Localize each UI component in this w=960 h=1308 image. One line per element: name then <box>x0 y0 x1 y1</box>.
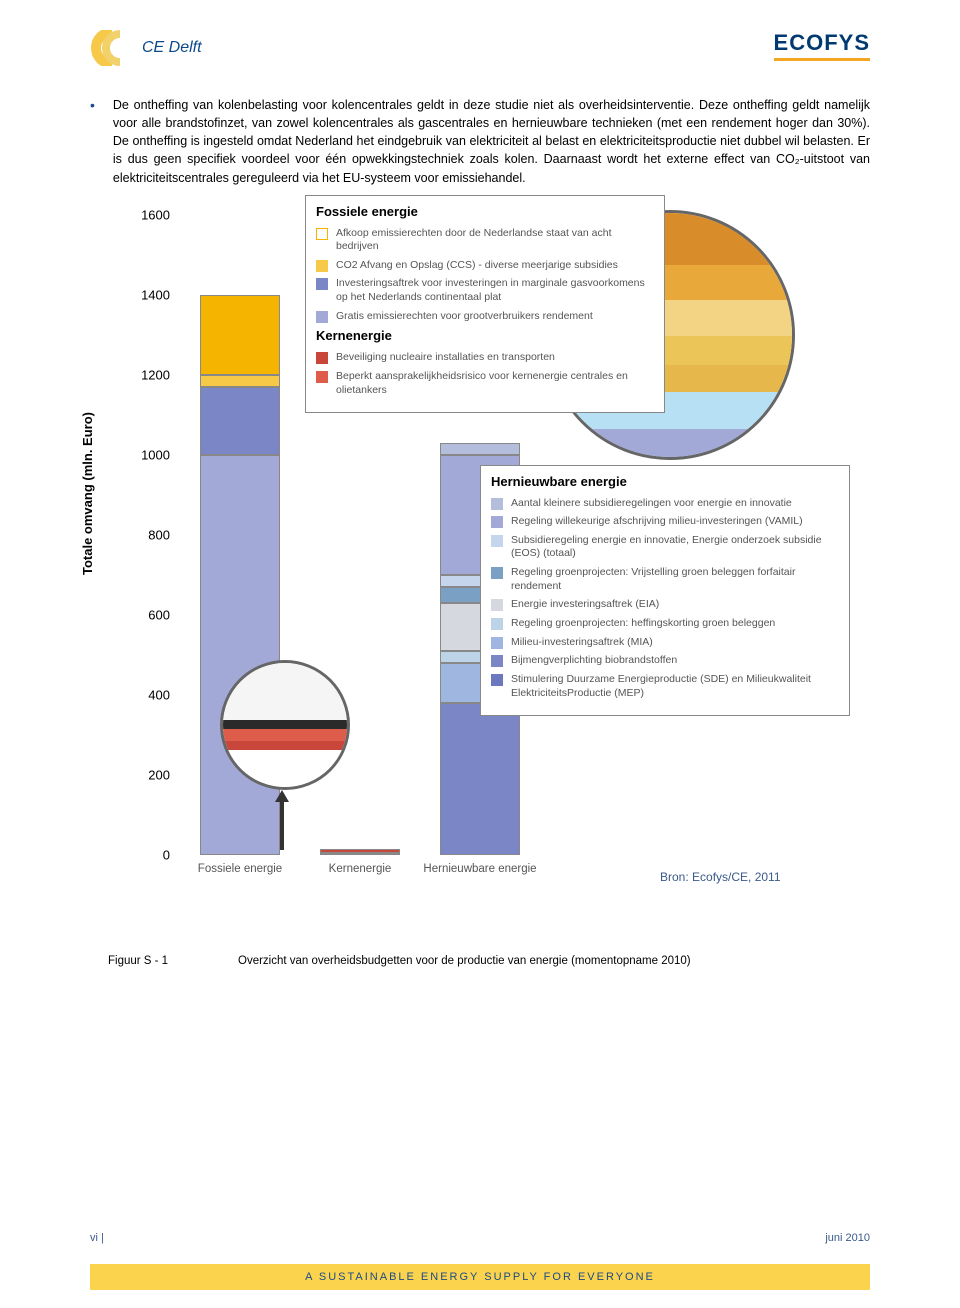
legend-text: Aantal kleinere subsidieregelingen voor … <box>511 497 792 511</box>
legend-swatch <box>316 311 328 323</box>
chart: Totale omvang (mln. Euro) 02004006008001… <box>100 215 860 935</box>
legend-item: Regeling willekeurige afschrijving milie… <box>491 515 839 529</box>
legend-item: Regeling groenprojecten: heffingskorting… <box>491 617 839 631</box>
body-paragraph: De ontheffing van kolenbelasting voor ko… <box>113 96 870 187</box>
legend-item: Investeringsaftrek voor investeringen in… <box>316 277 654 304</box>
legend-item: Afkoop emissierechten door de Nederlands… <box>316 227 654 254</box>
bar-segment <box>440 443 520 455</box>
magnifier-small <box>220 660 350 790</box>
y-tick: 200 <box>130 767 170 782</box>
bar-segment <box>200 295 280 375</box>
legend-swatch <box>316 352 328 364</box>
legend-text: Stimulering Duurzame Energieproductie (S… <box>511 673 839 700</box>
header-logos: CE Delft ECOFYS <box>90 30 870 66</box>
legend-title: Kernenergie <box>316 328 654 345</box>
legend-swatch <box>491 498 503 510</box>
bar-segment <box>200 375 280 387</box>
bullet-icon: • <box>90 98 95 187</box>
legend-swatch <box>491 535 503 547</box>
legend-swatch <box>316 260 328 272</box>
y-tick: 1000 <box>130 447 170 462</box>
caption-text: Overzicht van overheidsbudgetten voor de… <box>238 955 870 967</box>
y-tick: 600 <box>130 607 170 622</box>
legend-item: Aantal kleinere subsidieregelingen voor … <box>491 497 839 511</box>
legend-item: Beveiliging nucleaire installaties en tr… <box>316 351 654 365</box>
legend-item: CO2 Afvang en Opslag (CCS) - diverse mee… <box>316 259 654 273</box>
legend-text: Beperkt aansprakelijkheidsrisico voor ke… <box>336 370 654 397</box>
legend-swatch <box>491 637 503 649</box>
legend-swatch <box>316 371 328 383</box>
legend-text: Beveiliging nucleaire installaties en tr… <box>336 351 555 365</box>
y-tick: 0 <box>130 847 170 862</box>
footer-meta: vi | juni 2010 <box>90 1232 870 1244</box>
x-label: Kernenergie <box>300 863 420 875</box>
x-label: Fossiele energie <box>180 863 300 875</box>
legend-text: Milieu-investeringsaftrek (MIA) <box>511 636 653 650</box>
legend-swatch <box>491 655 503 667</box>
legend-swatch <box>491 674 503 686</box>
bar <box>320 849 400 855</box>
legend-text: Afkoop emissierechten door de Nederlands… <box>336 227 654 254</box>
body-paragraph-row: • De ontheffing van kolenbelasting voor … <box>90 96 870 187</box>
legend-renewable: Hernieuwbare energie Aantal kleinere subs… <box>480 465 850 717</box>
legend-item: Stimulering Duurzame Energieproductie (S… <box>491 673 839 700</box>
y-tick: 1600 <box>130 207 170 222</box>
legend-title: Hernieuwbare energie <box>491 474 839 491</box>
caption-label: Figuur S - 1 <box>108 955 198 967</box>
ecofys-logo: ECOFYS <box>774 30 870 61</box>
legend-text: Investeringsaftrek voor investeringen in… <box>336 277 654 304</box>
legend-item: Subsidieregeling energie en innovatie, E… <box>491 534 839 561</box>
legend-title: Fossiele energie <box>316 204 654 221</box>
figure-caption: Figuur S - 1 Overzicht van overheidsbudg… <box>108 955 870 967</box>
y-tick: 1400 <box>130 287 170 302</box>
legend-swatch <box>491 516 503 528</box>
legend-swatch <box>491 599 503 611</box>
legend-text: Subsidieregeling energie en innovatie, E… <box>511 534 839 561</box>
y-tick: 800 <box>130 527 170 542</box>
x-label: Hernieuwbare energie <box>420 863 540 875</box>
ce-delft-text: CE Delft <box>142 39 202 57</box>
footer-right: juni 2010 <box>825 1232 870 1244</box>
x-labels: Fossiele energieKernenergieHernieuwbare … <box>180 863 560 875</box>
legend-text: Regeling groenprojecten: heffingskorting… <box>511 617 775 631</box>
chart-source: Bron: Ecofys/CE, 2011 <box>660 870 781 884</box>
legend-text: Energie investeringsaftrek (EIA) <box>511 598 659 612</box>
arrow-icon <box>272 790 292 860</box>
y-tick: 400 <box>130 687 170 702</box>
bar-segment <box>440 703 520 855</box>
legend-item: Energie investeringsaftrek (EIA) <box>491 598 839 612</box>
legend-item: Bijmengverplichting biobrandstoffen <box>491 654 839 668</box>
legend-text: Regeling willekeurige afschrijving milie… <box>511 515 803 529</box>
legend-text: Bijmengverplichting biobrandstoffen <box>511 654 677 668</box>
legend-swatch <box>316 278 328 290</box>
legend-swatch <box>491 567 503 579</box>
legend-item: Beperkt aansprakelijkheidsrisico voor ke… <box>316 370 654 397</box>
bar-segment <box>200 387 280 455</box>
y-axis-label: Totale omvang (mln. Euro) <box>80 412 95 575</box>
ce-delft-logo: CE Delft <box>90 30 202 66</box>
legend-item: Regeling groenprojecten: Vrijstelling gr… <box>491 566 839 593</box>
y-tick: 1200 <box>130 367 170 382</box>
y-ticks: 02004006008001000120014001600 <box>130 215 170 855</box>
legend-item: Gratis emissierechten voor grootverbruik… <box>316 310 654 324</box>
legend-fossil-nuclear: Fossiele energie Afkoop emissierechten do… <box>305 195 665 414</box>
legend-swatch <box>491 618 503 630</box>
footer-banner: A SUSTAINABLE ENERGY SUPPLY FOR EVERYONE <box>90 1264 870 1290</box>
bar-segment <box>200 455 280 855</box>
legend-swatch <box>316 228 328 240</box>
legend-text: CO2 Afvang en Opslag (CCS) - diverse mee… <box>336 259 618 273</box>
footer-left: vi | <box>90 1232 104 1244</box>
legend-text: Gratis emissierechten voor grootverbruik… <box>336 310 593 324</box>
legend-text: Regeling groenprojecten: Vrijstelling gr… <box>511 566 839 593</box>
legend-item: Milieu-investeringsaftrek (MIA) <box>491 636 839 650</box>
bar-segment <box>320 853 400 855</box>
